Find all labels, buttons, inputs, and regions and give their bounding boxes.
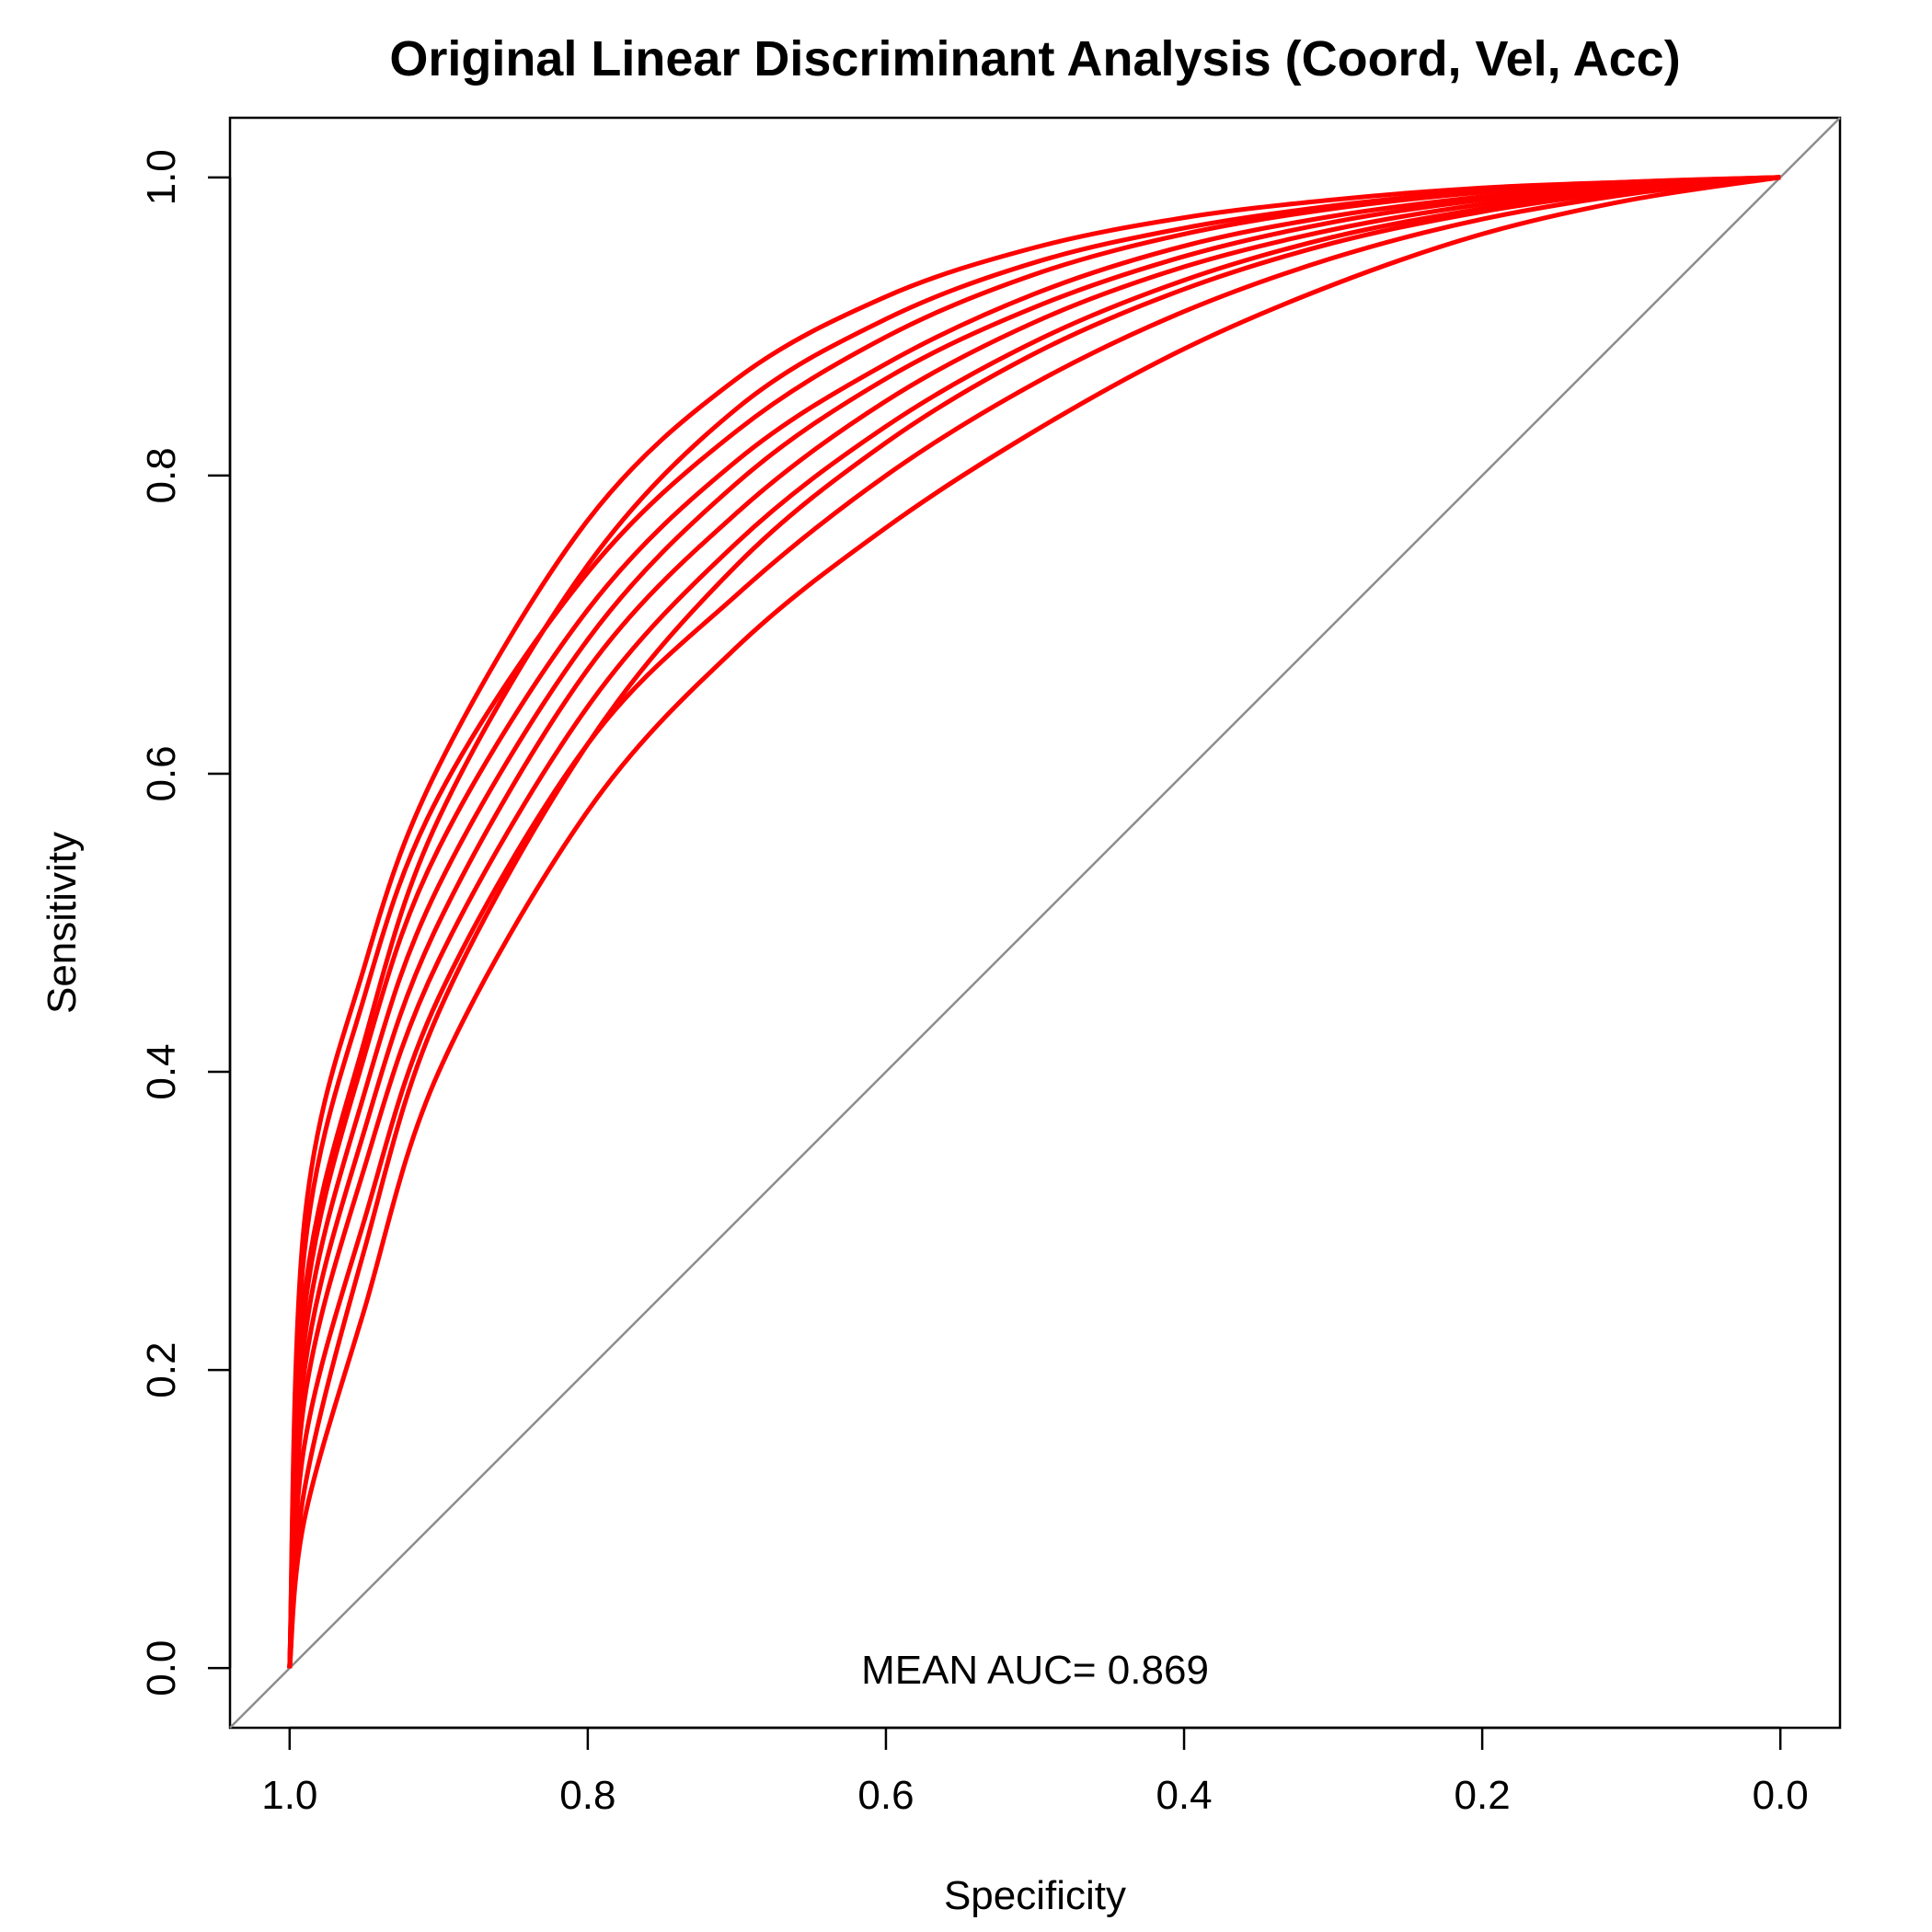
roc-curves bbox=[287, 175, 1781, 1669]
y-axis-label: Sensitivity bbox=[40, 832, 85, 1014]
reference-diagonal bbox=[229, 117, 1841, 1729]
y-tick-label: 0.6 bbox=[139, 745, 184, 801]
reference-line-layer bbox=[229, 117, 1841, 1729]
roc-curve-8 bbox=[287, 175, 1781, 1669]
x-axis: 1.0 0.8 0.6 0.4 0.2 0.0 bbox=[261, 1726, 1809, 1818]
roc-curve-9 bbox=[287, 175, 1781, 1669]
y-tick-label: 0.4 bbox=[139, 1043, 184, 1099]
x-tick-label: 0.6 bbox=[857, 1773, 914, 1818]
roc-curve-10 bbox=[287, 175, 1781, 1669]
y-tick-label: 1.0 bbox=[139, 149, 184, 205]
y-tick-label: 0.2 bbox=[139, 1342, 184, 1398]
y-tick-label: 0.0 bbox=[139, 1640, 184, 1696]
x-axis-label: Specificity bbox=[944, 1873, 1126, 1918]
x-tick-label: 0.0 bbox=[1753, 1773, 1809, 1818]
roc-curve-4 bbox=[287, 175, 1781, 1669]
y-tick-label: 0.8 bbox=[139, 447, 184, 503]
roc-curve-6 bbox=[287, 175, 1781, 1669]
mean-auc-annotation: MEAN AUC= 0.869 bbox=[861, 1648, 1209, 1693]
y-axis: 0.0 0.2 0.4 0.6 0.8 1.0 bbox=[139, 149, 232, 1696]
roc-curve-5 bbox=[287, 175, 1781, 1669]
chart-title: Original Linear Discriminant Analysis (C… bbox=[389, 31, 1680, 86]
x-tick-label: 1.0 bbox=[261, 1773, 317, 1818]
x-tick-label: 0.4 bbox=[1156, 1773, 1212, 1818]
roc-curve-7 bbox=[287, 175, 1781, 1669]
roc-curve-1 bbox=[287, 175, 1781, 1669]
roc-curve-3 bbox=[287, 175, 1781, 1669]
x-tick-label: 0.2 bbox=[1455, 1773, 1511, 1818]
x-tick-label: 0.8 bbox=[559, 1773, 615, 1818]
